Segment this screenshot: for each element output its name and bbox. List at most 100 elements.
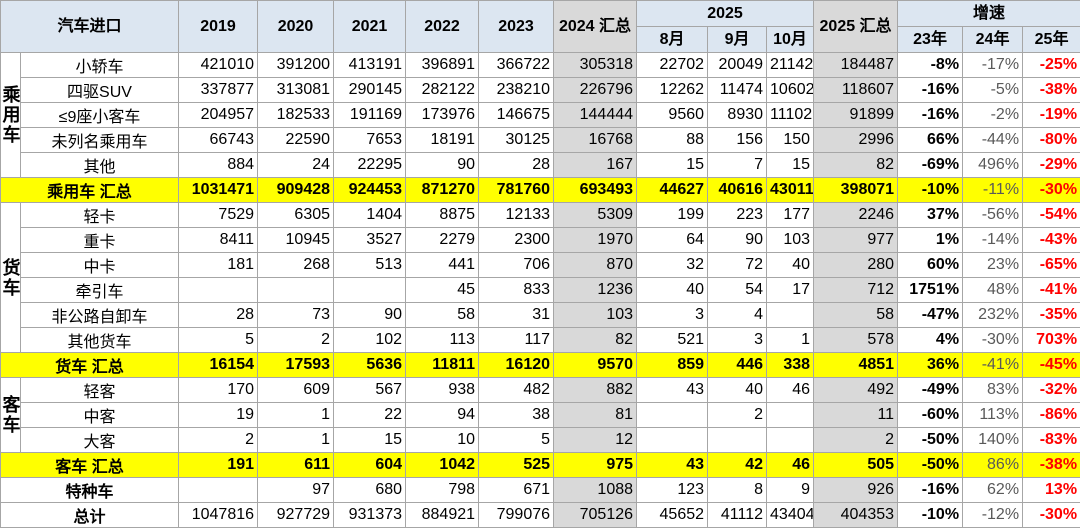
growth-cell: 703% (1023, 328, 1080, 353)
value-cell: 15 (637, 153, 708, 178)
value-cell: 181 (179, 253, 258, 278)
growth-cell: -35% (1023, 303, 1080, 328)
value-cell: 706 (479, 253, 554, 278)
row-label: 轻卡 (21, 203, 179, 228)
value-cell: 22702 (637, 53, 708, 78)
value-cell: 525 (479, 453, 554, 478)
value-cell: 609 (258, 378, 334, 403)
value-cell: 30125 (479, 128, 554, 153)
value-cell: 199 (637, 203, 708, 228)
value-cell: 909428 (258, 178, 334, 203)
value-cell: 313081 (258, 78, 334, 103)
row-label: 大客 (21, 428, 179, 453)
growth-cell: -50% (898, 428, 963, 453)
value-cell: 1031471 (179, 178, 258, 203)
value-cell: 781760 (479, 178, 554, 203)
row-label: 未列名乘用车 (21, 128, 179, 153)
value-cell: 46 (767, 453, 814, 478)
year-header: 2022 (406, 1, 479, 53)
value-cell: 90 (708, 228, 767, 253)
value-cell (708, 428, 767, 453)
value-cell: 505 (814, 453, 898, 478)
value-cell: 926 (814, 478, 898, 503)
growth-cell: 36% (898, 353, 963, 378)
growth-cell: 62% (963, 478, 1023, 503)
value-cell: 482 (479, 378, 554, 403)
value-cell: 43 (637, 453, 708, 478)
growth-cell: -30% (1023, 178, 1080, 203)
value-cell: 10945 (258, 228, 334, 253)
value-cell: 338 (767, 353, 814, 378)
growth-cell: 1751% (898, 278, 963, 303)
growth-cell: -8% (898, 53, 963, 78)
value-cell: 156 (708, 128, 767, 153)
value-cell: 282122 (406, 78, 479, 103)
value-cell: 41112 (708, 503, 767, 528)
value-cell: 884921 (406, 503, 479, 528)
year-header: 2020 (258, 1, 334, 53)
value-cell: 8930 (708, 103, 767, 128)
value-cell: 43 (637, 378, 708, 403)
value-cell: 604 (334, 453, 406, 478)
value-cell: 191169 (334, 103, 406, 128)
value-cell: 64 (637, 228, 708, 253)
value-cell: 5309 (554, 203, 637, 228)
value-cell: 337877 (179, 78, 258, 103)
value-cell: 975 (554, 453, 637, 478)
value-cell: 58 (814, 303, 898, 328)
value-cell: 40 (637, 278, 708, 303)
growth-cell: -44% (963, 128, 1023, 153)
value-cell: 1236 (554, 278, 637, 303)
row-label: 轻客 (21, 378, 179, 403)
row-label: 货车 汇总 (1, 353, 179, 378)
value-cell: 170 (179, 378, 258, 403)
value-cell: 12 (554, 428, 637, 453)
row-label: 总计 (1, 503, 179, 528)
value-cell: 9570 (554, 353, 637, 378)
row-label: 中客 (21, 403, 179, 428)
growth-cell: 23% (963, 253, 1023, 278)
row-label: 乘用车 汇总 (1, 178, 179, 203)
value-cell: 91899 (814, 103, 898, 128)
growth-cell: -41% (1023, 278, 1080, 303)
value-cell: 40 (708, 378, 767, 403)
value-cell: 1 (258, 428, 334, 453)
value-cell: 66743 (179, 128, 258, 153)
value-cell: 567 (334, 378, 406, 403)
value-cell: 16768 (554, 128, 637, 153)
month-header: 10月 (767, 27, 814, 53)
growth-cell: -32% (1023, 378, 1080, 403)
value-cell: 705126 (554, 503, 637, 528)
growth-cell: -38% (1023, 453, 1080, 478)
row-label: 特种车 (1, 478, 179, 503)
value-cell: 238210 (479, 78, 554, 103)
growth-cell: -60% (898, 403, 963, 428)
value-cell: 521 (637, 328, 708, 353)
value-cell: 977 (814, 228, 898, 253)
value-cell: 38 (479, 403, 554, 428)
value-cell: 2996 (814, 128, 898, 153)
value-cell: 81 (554, 403, 637, 428)
year-header: 2025 (637, 1, 814, 27)
value-cell: 693493 (554, 178, 637, 203)
value-cell: 11102 (767, 103, 814, 128)
value-cell: 102 (334, 328, 406, 353)
value-cell: 20049 (708, 53, 767, 78)
growth-cell: -56% (963, 203, 1023, 228)
value-cell: 441 (406, 253, 479, 278)
growth-cell: 4% (898, 328, 963, 353)
value-cell: 3 (708, 328, 767, 353)
row-label: 中卡 (21, 253, 179, 278)
value-cell: 7529 (179, 203, 258, 228)
value-cell (767, 303, 814, 328)
total-header: 2024 汇总 (554, 1, 637, 53)
value-cell: 931373 (334, 503, 406, 528)
growth-cell: 83% (963, 378, 1023, 403)
